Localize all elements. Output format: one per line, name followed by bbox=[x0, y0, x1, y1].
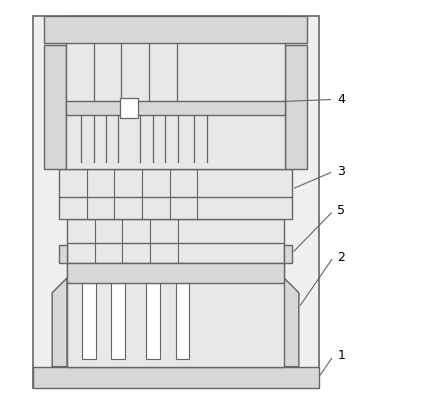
Text: 4: 4 bbox=[337, 93, 344, 106]
Bar bbox=[66, 102, 284, 115]
Polygon shape bbox=[283, 278, 298, 367]
Bar bbox=[44, 16, 306, 43]
Bar bbox=[284, 45, 306, 169]
Bar bbox=[175, 283, 189, 359]
Text: 5: 5 bbox=[337, 204, 345, 217]
Bar bbox=[66, 16, 284, 169]
Text: 2: 2 bbox=[337, 251, 344, 264]
Bar bbox=[67, 263, 283, 367]
Bar bbox=[111, 283, 125, 359]
Text: 1: 1 bbox=[337, 349, 344, 362]
Bar bbox=[59, 169, 291, 219]
Bar bbox=[32, 16, 318, 388]
Bar bbox=[44, 45, 66, 169]
Bar bbox=[32, 367, 318, 388]
Text: 3: 3 bbox=[337, 165, 344, 178]
Polygon shape bbox=[52, 278, 67, 367]
Bar bbox=[67, 219, 283, 263]
Bar bbox=[283, 245, 291, 263]
Bar bbox=[59, 245, 67, 263]
Bar bbox=[120, 98, 138, 118]
Bar bbox=[67, 263, 283, 283]
Bar bbox=[146, 283, 159, 359]
Bar bbox=[82, 283, 95, 359]
